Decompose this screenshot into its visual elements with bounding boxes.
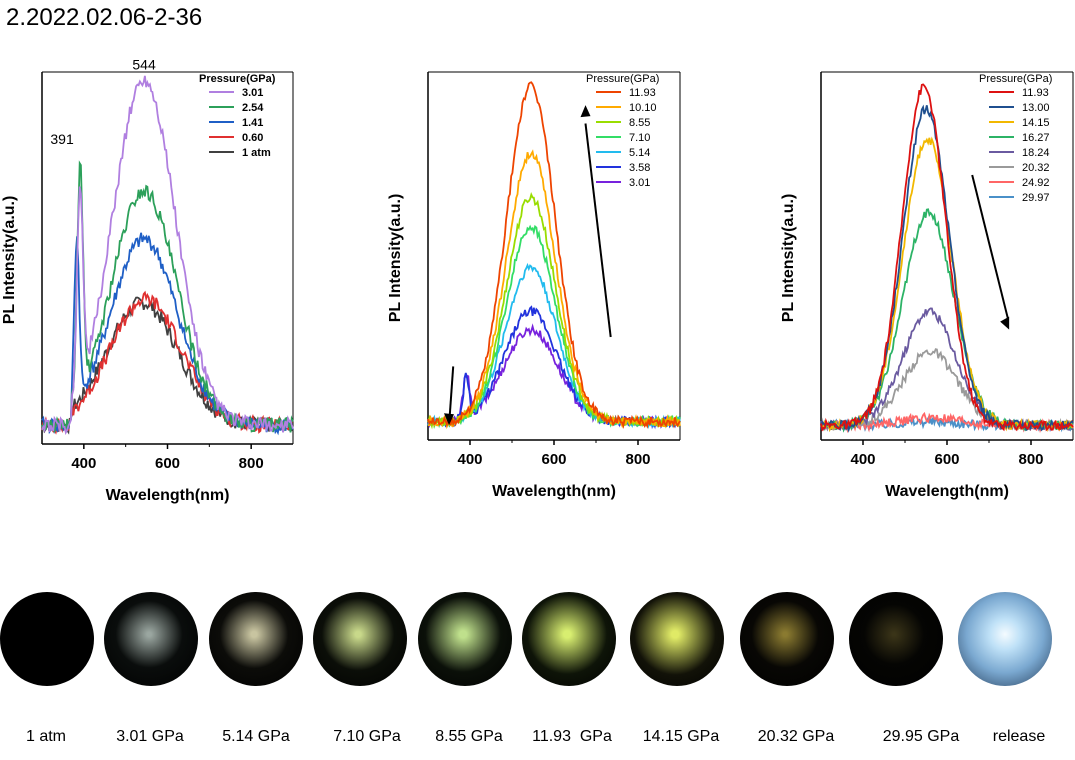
series-line-11.93 <box>427 81 681 430</box>
x-tick-label: 800 <box>625 451 650 468</box>
y-axis-label: PL Intensity(a.u.) <box>1 196 18 325</box>
chart-area: 400 600 800 Wavelength(nm) PL Intensity(a.u.… <box>1 56 1074 504</box>
legend-title: Pressure(GPa) <box>979 73 1052 85</box>
legend-title: Pressure(GPa) <box>199 73 276 85</box>
series-line-5.14 <box>427 262 681 430</box>
series-line-3.58 <box>427 305 681 430</box>
x-tick-label: 400 <box>71 455 96 472</box>
legend-label: 13.00 <box>1022 102 1050 114</box>
legend-label: 29.97 <box>1022 192 1050 204</box>
x-tick-label: 800 <box>239 455 264 472</box>
legend-label: 14.15 <box>1022 117 1050 129</box>
peak-annotation: 544 <box>132 56 156 72</box>
photo-label: 3.01 GPa <box>116 728 184 745</box>
trend-arrow <box>971 174 1009 319</box>
legend-label: 8.55 <box>629 117 650 129</box>
legend-label: 3.58 <box>629 162 650 174</box>
photo-label: 20.32 GPa <box>757 728 835 745</box>
series-line-3.01 <box>41 75 294 436</box>
photo-label: 11.93 GPa <box>532 728 612 745</box>
photo-label: 8.55 GPa <box>435 728 503 745</box>
x-tick-label: 600 <box>934 451 959 468</box>
series-line-7.10 <box>427 224 681 430</box>
trend-arrow-head <box>580 105 591 118</box>
photo-label: release <box>992 728 1046 745</box>
trend-arrow-small <box>448 366 455 415</box>
legend-label: 11.93 <box>629 87 656 99</box>
x-tick-label: 600 <box>541 451 566 468</box>
photo-label: 5.14 GPa <box>222 728 290 745</box>
sample-photo <box>104 592 198 686</box>
x-tick-label: 400 <box>457 451 482 468</box>
series-line-16.27 <box>820 208 1074 433</box>
legend-label: 7.10 <box>629 132 650 144</box>
series-line-11.93 <box>820 83 1074 432</box>
y-axis-label: PL Intensity(a.u.) <box>780 194 797 323</box>
legend-label: 11.93 <box>1022 87 1049 99</box>
photo-row <box>0 590 1075 710</box>
sample-photo <box>209 592 303 686</box>
trend-arrow <box>584 123 612 338</box>
x-tick-label: 600 <box>155 455 180 472</box>
x-axis-label: Wavelength(nm) <box>885 483 1009 500</box>
legend-label: 5.14 <box>629 147 650 159</box>
page-title: 2.2022.02.06-2-36 <box>6 4 203 31</box>
legend-label: 16.27 <box>1022 132 1050 144</box>
trend-arrow-head <box>1000 316 1010 330</box>
sample-photo <box>313 592 407 686</box>
legend-label: 10.10 <box>629 102 657 114</box>
x-axis-label: Wavelength(nm) <box>106 487 230 504</box>
chart-2: 400 600 800 Wavelength(nm) PL Intensity(a.u.… <box>387 71 681 500</box>
chart-1: 400 600 800 Wavelength(nm) PL Intensity(a.u.… <box>1 56 294 504</box>
photo-label: 14.15 GPa <box>642 728 720 745</box>
chart-3: 400 600 800 Wavelength(nm) PL Intensity(a.u.… <box>780 71 1074 500</box>
x-axis-label: Wavelength(nm) <box>492 483 616 500</box>
sample-photo <box>522 592 616 686</box>
photo-label: 1 atm <box>25 728 66 745</box>
series-line-8.55 <box>427 191 681 430</box>
series-line-10.10 <box>427 149 681 430</box>
sample-photo <box>0 592 94 686</box>
photo-label: 29.95 GPa <box>882 728 960 745</box>
photo-label: 7.10 GPa <box>333 728 401 745</box>
trend-arrow-small-head <box>444 413 454 426</box>
legend-label: 18.24 <box>1022 147 1050 159</box>
legend-label: 20.32 <box>1022 162 1050 174</box>
legend-label: 24.92 <box>1022 177 1050 189</box>
sample-photo <box>849 592 943 686</box>
legend-label: 0.60 <box>242 132 263 144</box>
sample-photo <box>958 592 1052 686</box>
x-tick-label: 400 <box>850 451 875 468</box>
y-axis-label: PL Intensity(a.u.) <box>387 194 404 323</box>
legend-label: 3.01 <box>629 177 650 189</box>
legend-label: 2.54 <box>242 102 264 114</box>
legend-label: 3.01 <box>242 87 263 99</box>
sample-photo <box>630 592 724 686</box>
sample-photo <box>740 592 834 686</box>
sample-photo <box>418 592 512 686</box>
legend-label: 1 atm <box>242 147 271 159</box>
x-tick-label: 800 <box>1018 451 1043 468</box>
legend-title: Pressure(GPa) <box>586 73 659 85</box>
peak-annotation: 391 <box>50 131 74 147</box>
legend-label: 1.41 <box>242 117 263 129</box>
